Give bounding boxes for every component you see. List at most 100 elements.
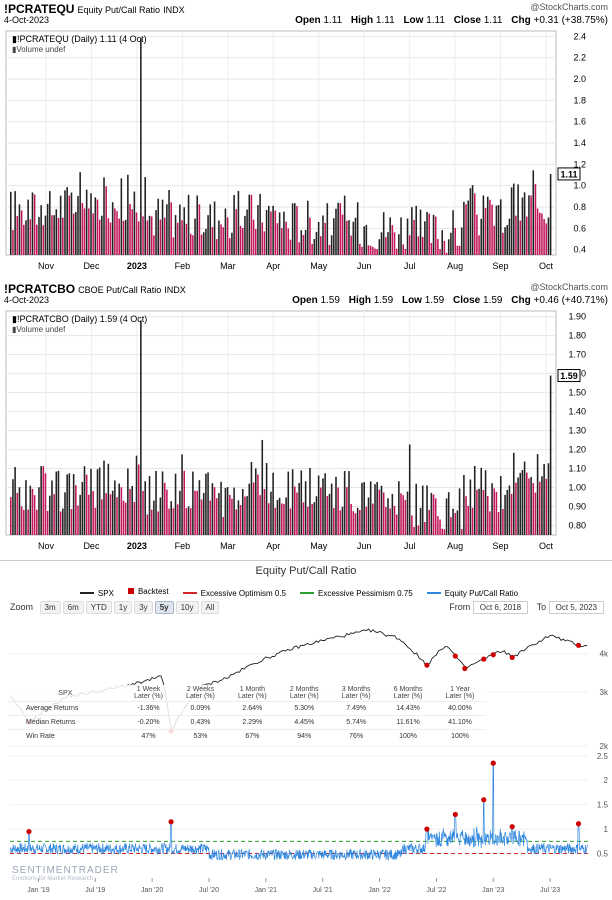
ratio-bar [333, 508, 335, 535]
ratio-bar [339, 510, 342, 535]
legend-item[interactable]: Backtest [127, 587, 169, 596]
ratio-bar [385, 237, 387, 255]
to-date-input[interactable]: Oct 5, 2023 [548, 601, 604, 614]
ratio-bar [207, 472, 209, 535]
zoom-button-all[interactable]: All [200, 601, 220, 614]
ratio-bar [307, 200, 309, 255]
ratio-bar [317, 475, 320, 535]
from-date-input[interactable]: Oct 6, 2018 [472, 601, 529, 614]
y-tick-label: 0.4 [573, 245, 586, 255]
ratio-bar [341, 214, 344, 255]
y-tick-label: 1.20 [568, 445, 586, 455]
ratio-bar [460, 529, 463, 535]
spx-tick-label: 3k [600, 688, 609, 697]
ratio-bar [463, 474, 465, 535]
ratio-bar [248, 194, 251, 255]
chg-value: +0.46 (+40.71%) [533, 295, 609, 306]
ratio-bar [476, 489, 478, 535]
column-header: 2 Weeks Later (%) [186, 686, 215, 700]
ratio-bar [434, 498, 437, 535]
column-header: 6 Months Later (%) [393, 686, 423, 700]
ratio-bar [378, 489, 381, 535]
table-cell: 11.61% [382, 715, 435, 730]
zoom-button-1y[interactable]: 1y [113, 601, 133, 614]
zoom-button-3y[interactable]: 3y [134, 601, 153, 614]
x-tick-label: Jul [404, 261, 416, 271]
backtest-marker [481, 656, 487, 662]
zoom-button-ytd[interactable]: YTD [85, 601, 112, 614]
ratio-bar [75, 485, 77, 535]
legend-label: Excessive Optimism 0.5 [200, 588, 286, 598]
legend-item[interactable]: Equity Put/Call Ratio [426, 589, 518, 598]
ratio-bar [168, 508, 170, 535]
legend-item[interactable]: Excessive Optimism 0.5 [182, 588, 286, 598]
ratio-bar [278, 212, 281, 255]
ratio-bar [372, 503, 374, 535]
column-header: 1 Week Later (%) [134, 686, 163, 700]
ratio-bar [202, 492, 205, 535]
legend-item[interactable]: Excessive Pessimism 0.75 [299, 589, 413, 598]
legend-item[interactable]: SPX [79, 589, 114, 598]
ratio-bar [261, 439, 264, 535]
ratio-bar [311, 504, 313, 535]
ratio-bar [493, 225, 496, 255]
ratio-bar [14, 191, 16, 255]
open-value: 1.11 [323, 15, 343, 26]
ratio-bar [547, 463, 550, 535]
ratio-bar [456, 510, 459, 535]
ratio-bar [285, 497, 287, 535]
x-tick-label: 2023 [127, 541, 147, 551]
ratio-bar [215, 498, 218, 535]
ratio-bar [447, 239, 450, 255]
table-cell: 47% [122, 729, 175, 743]
x-tick-label: Aug [447, 261, 463, 271]
backtest-marker [452, 811, 458, 818]
y-tick-label: 2.2 [573, 53, 586, 63]
ratio-bar [456, 245, 459, 255]
ratio-bar [248, 483, 251, 535]
ratio-bar [122, 220, 125, 255]
ratio-bar [254, 229, 257, 255]
ratio-bar [473, 465, 476, 535]
table-cell: 5.30% [278, 701, 331, 716]
zoom-button-5y[interactable]: 5y [154, 601, 174, 614]
ratio-bar [337, 487, 339, 535]
ratio-bar [103, 460, 105, 535]
ratio-bar [168, 190, 170, 255]
ratio-bar [378, 239, 381, 255]
ratio-bar [421, 485, 424, 535]
zoom-button-3m[interactable]: 3m [39, 601, 61, 614]
ratio-bar [135, 212, 138, 255]
ratio-bar [365, 506, 368, 535]
x-tick-label: 2023 [127, 261, 147, 271]
ratio-bar [161, 199, 164, 255]
ratio-bar [307, 506, 309, 535]
zoom-button-6m[interactable]: 6m [62, 601, 84, 614]
ratio-bar [348, 220, 350, 255]
y-tick-label: 1.10 [568, 464, 586, 474]
ratio-bar [53, 215, 55, 255]
ratio-tick-label: 2 [604, 776, 609, 785]
x-tick-label: Nov [38, 261, 55, 271]
ratio-bar [298, 242, 300, 255]
ohlc-readout: Open 1.11 High 1.11 Low 1.11 Close 1.11 … [289, 15, 608, 26]
ratio-bar [270, 211, 272, 255]
ratio-bar [406, 491, 409, 535]
ratio-bar [283, 503, 285, 535]
ratio-bar [237, 190, 240, 255]
ratio-bar [276, 223, 279, 255]
sentiment-chart: Equity Put/Call Ratio SPX Backtest Excessi… [0, 560, 612, 900]
zoom-button-10y[interactable]: 10y [175, 601, 199, 614]
table-cell: -1.36% [122, 701, 175, 716]
ratio-bar [428, 509, 430, 535]
ratio-bar [434, 216, 437, 255]
ratio-bar [153, 500, 155, 535]
bar-plot: 0.800.901.001.101.201.301.401.501.601.70… [5, 310, 586, 551]
ratio-bar [404, 248, 407, 255]
ratio-bar [31, 488, 34, 535]
ratio-bar [322, 215, 324, 255]
ratio-bar [159, 219, 162, 255]
ratio-bar [421, 236, 424, 255]
ratio-bar [265, 209, 268, 255]
ratio-bar [189, 233, 192, 255]
